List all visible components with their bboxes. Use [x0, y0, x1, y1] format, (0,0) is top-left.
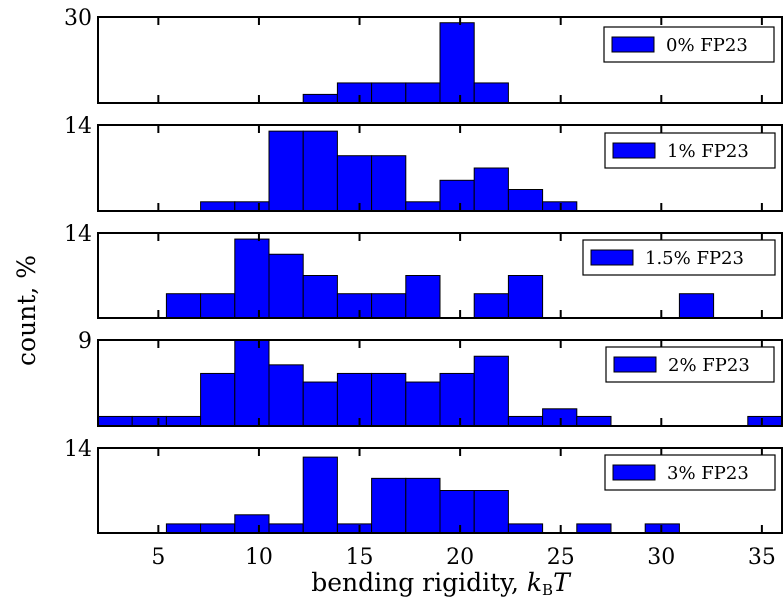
- histogram-bar: [336, 293, 373, 319]
- panel-frame: [97, 447, 783, 534]
- x-tick-label: 25: [547, 545, 575, 570]
- x-tick-label: 20: [446, 545, 474, 570]
- legend-label: 1% FP23: [667, 141, 749, 162]
- histogram-bar: [131, 415, 167, 427]
- histogram-bar: [302, 456, 338, 534]
- histogram-bar: [336, 155, 373, 212]
- histogram-bar: [405, 275, 441, 319]
- histogram-bar: [336, 82, 373, 104]
- histogram-bar: [576, 415, 612, 427]
- histogram-bar: [576, 523, 612, 534]
- histogram-bar: [336, 372, 373, 427]
- histogram-bar: [747, 415, 783, 427]
- legend-label: 1.5% FP23: [645, 248, 744, 269]
- y-tick-label: 9: [78, 329, 92, 354]
- panel-5: 14 3% FP23: [64, 437, 783, 534]
- legend-label: 3% FP23: [667, 463, 749, 484]
- histogram-bar: [439, 179, 475, 212]
- panel-frame: [97, 16, 783, 104]
- histogram-bar: [473, 293, 509, 319]
- histogram-bar: [234, 238, 270, 319]
- legend-swatch: [611, 36, 655, 53]
- histogram-bar: [644, 523, 680, 534]
- histogram-bar: [439, 490, 475, 534]
- histogram-bar: [507, 275, 544, 319]
- histogram-bar: [473, 82, 509, 104]
- panel-1: 30 0% FP23: [64, 6, 783, 104]
- legend-swatch: [612, 142, 656, 159]
- histogram-bar: [234, 201, 270, 212]
- histogram-bar: [268, 523, 304, 534]
- histogram-bar: [371, 155, 407, 212]
- panel-frame: [97, 339, 783, 427]
- legend-swatch: [613, 356, 657, 373]
- legend: 1% FP23: [604, 132, 776, 169]
- histogram-bar: [405, 201, 441, 212]
- histogram-bar: [268, 253, 304, 319]
- histogram-bar: [268, 364, 304, 427]
- histogram-bar: [542, 201, 578, 212]
- x-tick-label: 30: [647, 545, 675, 570]
- histogram-bar: [405, 477, 441, 534]
- histogram-bar: [200, 523, 236, 534]
- legend-label: 0% FP23: [666, 35, 748, 56]
- legend-swatch: [590, 249, 634, 266]
- legend: 2% FP23: [605, 346, 775, 383]
- histogram-bar: [200, 372, 236, 427]
- histogram-bar: [336, 523, 373, 534]
- legend: 1.5% FP23: [582, 239, 776, 276]
- legend: 3% FP23: [604, 454, 776, 491]
- histogram-bar: [371, 372, 407, 427]
- x-tick-label: 10: [245, 545, 273, 570]
- panel-3: 14 1.5% FP23: [64, 222, 783, 319]
- y-tick-label: 14: [64, 437, 92, 462]
- y-tick-label: 14: [64, 222, 92, 247]
- histogram-bar: [439, 372, 475, 427]
- histogram-bar: [97, 415, 133, 427]
- histogram-bar: [200, 201, 236, 212]
- histogram-bar: [371, 477, 407, 534]
- y-axis-label: count, %: [11, 254, 41, 366]
- histogram-bar: [234, 339, 270, 427]
- histogram-bar: [405, 82, 441, 104]
- x-axis-label: bending rigidity, kBT: [311, 568, 570, 599]
- x-tick-label: 15: [346, 545, 374, 570]
- histogram-bar: [542, 408, 578, 427]
- legend: 0% FP23: [603, 26, 775, 63]
- y-tick-label: 14: [64, 114, 92, 139]
- histogram-bar: [302, 93, 338, 104]
- y-tick-label: 30: [64, 6, 92, 31]
- panel-4: 9 2% FP23: [78, 329, 783, 427]
- panel-2: 14 1% FP23: [64, 114, 783, 212]
- histogram-bar: [473, 355, 509, 427]
- histogram-bar: [405, 381, 441, 427]
- histogram-bar: [473, 167, 509, 212]
- histogram-bar: [371, 82, 407, 104]
- legend-label: 2% FP23: [668, 355, 750, 376]
- legend-swatch: [612, 464, 656, 481]
- histogram-bar: [302, 275, 338, 319]
- histogram-bar: [473, 490, 509, 534]
- histogram-bar: [302, 130, 338, 212]
- histogram-bar: [165, 523, 202, 534]
- panel-frame: [97, 124, 783, 212]
- histogram-bar: [234, 514, 270, 534]
- histogram-bar: [507, 189, 544, 212]
- histogram-bar: [371, 293, 407, 319]
- histogram-bar: [439, 22, 475, 104]
- histogram-bar: [302, 381, 338, 427]
- x-tick-label: 5: [151, 545, 165, 570]
- histogram-bar: [200, 293, 236, 319]
- panel-frame: [97, 232, 783, 319]
- histogram-bar: [165, 415, 202, 427]
- histogram-bar: [268, 130, 304, 212]
- x-tick-label: 35: [748, 545, 776, 570]
- histogram-bar: [507, 415, 544, 427]
- histogram-bar: [507, 523, 544, 534]
- histogram-bar: [678, 293, 715, 319]
- histogram-bar: [165, 293, 202, 319]
